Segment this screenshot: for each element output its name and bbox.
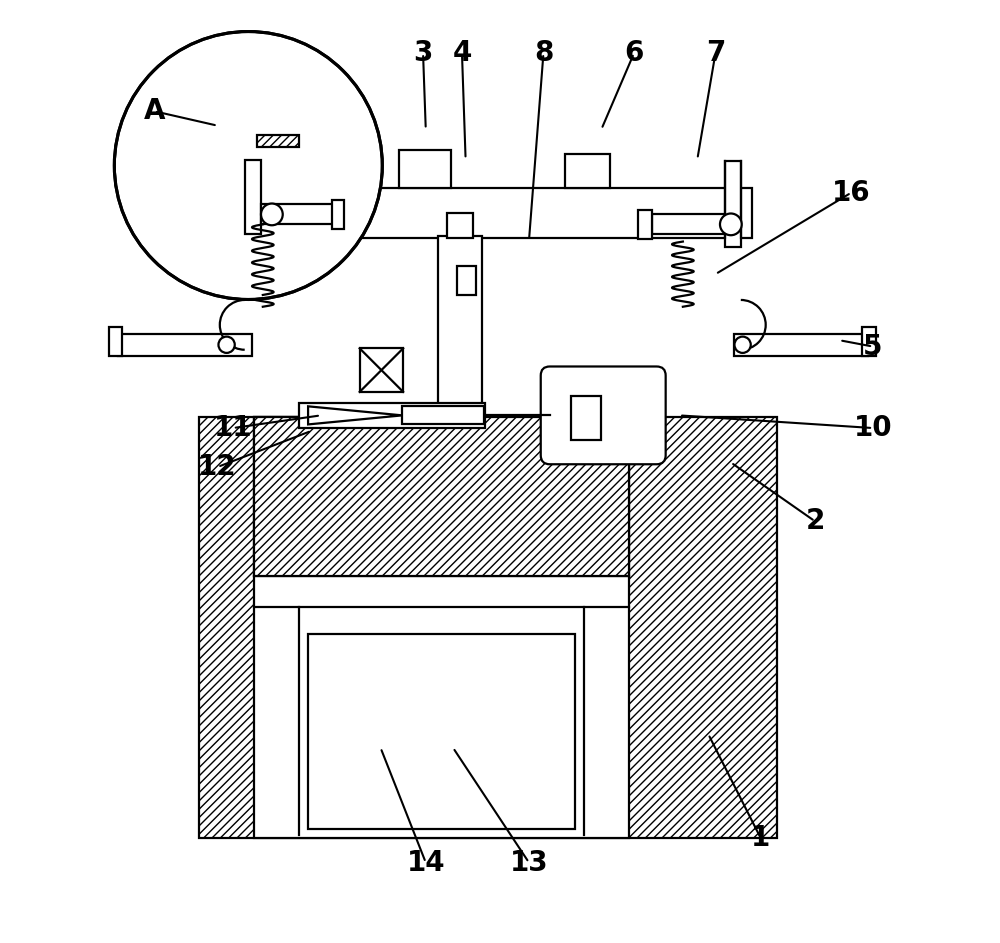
Circle shape — [114, 31, 382, 300]
Bar — [402, 406, 484, 424]
Bar — [360, 348, 403, 392]
Bar — [565, 154, 610, 189]
Bar — [299, 609, 584, 835]
Bar — [261, 214, 333, 234]
Bar — [254, 417, 629, 575]
Bar — [652, 214, 725, 234]
Text: 2: 2 — [805, 507, 825, 536]
Text: A: A — [143, 97, 165, 125]
Text: 3: 3 — [413, 40, 433, 67]
Polygon shape — [308, 406, 402, 424]
Bar — [571, 396, 601, 439]
Bar — [109, 326, 122, 356]
Bar — [862, 326, 876, 356]
Circle shape — [720, 213, 742, 235]
Bar — [261, 205, 335, 224]
Bar — [438, 236, 482, 417]
Bar — [447, 212, 473, 238]
Text: 1: 1 — [751, 824, 770, 852]
Bar — [118, 334, 252, 356]
Bar — [199, 417, 777, 838]
Bar — [399, 150, 451, 189]
Bar — [254, 189, 752, 238]
Bar — [245, 160, 261, 234]
Bar — [734, 334, 868, 356]
Text: 13: 13 — [510, 849, 548, 877]
Bar — [299, 403, 485, 428]
Text: 11: 11 — [214, 414, 252, 442]
Circle shape — [218, 337, 235, 353]
Circle shape — [261, 204, 283, 225]
Text: 10: 10 — [854, 414, 892, 442]
Bar — [457, 266, 476, 295]
Bar — [725, 161, 741, 247]
Text: 12: 12 — [198, 453, 237, 481]
Bar — [638, 210, 652, 239]
Bar — [245, 161, 261, 247]
Text: 14: 14 — [406, 849, 445, 877]
Bar — [332, 200, 344, 229]
FancyBboxPatch shape — [541, 367, 666, 464]
Bar — [254, 575, 629, 838]
Text: 7: 7 — [706, 40, 725, 67]
Polygon shape — [257, 135, 299, 147]
Text: 5: 5 — [863, 333, 883, 360]
Text: 4: 4 — [452, 40, 472, 67]
Text: 16: 16 — [832, 178, 871, 207]
Text: 6: 6 — [624, 40, 644, 67]
Circle shape — [734, 337, 751, 353]
Circle shape — [261, 213, 283, 235]
Bar — [308, 635, 575, 829]
Bar — [330, 210, 342, 239]
Text: 8: 8 — [534, 40, 553, 67]
Bar — [254, 417, 629, 575]
